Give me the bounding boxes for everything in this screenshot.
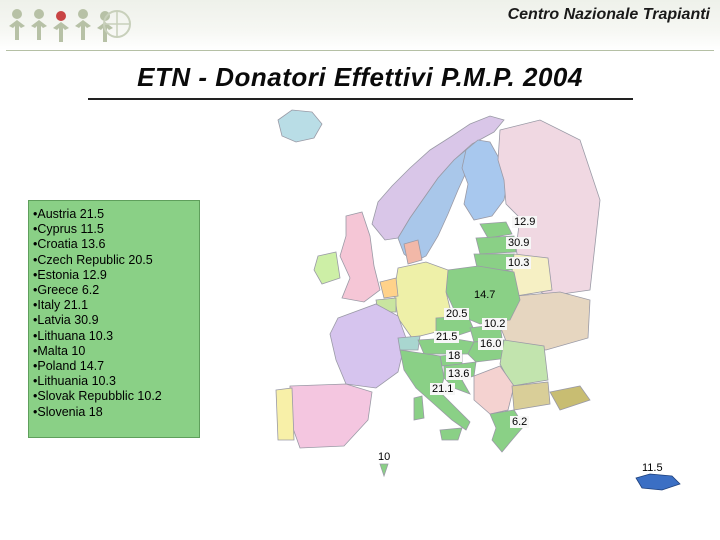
legend-item: •Lithuania 10.3 bbox=[33, 374, 116, 389]
map-label-poland: 14.7 bbox=[474, 289, 496, 301]
map-label-croatia: 13.6 bbox=[446, 368, 472, 380]
malta-region bbox=[379, 463, 389, 478]
ireland-region bbox=[313, 251, 341, 285]
header-divider bbox=[6, 50, 714, 51]
legend-item: •Poland 14.7 bbox=[33, 359, 105, 374]
legend-item: •Lithuana 10.3 bbox=[33, 328, 114, 343]
title-underline bbox=[88, 98, 633, 100]
map-label-estonia: 12.9 bbox=[512, 216, 538, 228]
netherlands-region bbox=[379, 277, 399, 299]
organization-name: Centro Nazionale Trapianti bbox=[507, 6, 710, 23]
france-region bbox=[329, 303, 407, 389]
map-label-slovenia: 18 bbox=[446, 350, 463, 362]
switzerland-region bbox=[397, 335, 421, 351]
uk-region bbox=[339, 211, 381, 303]
map-label-czech: 20.5 bbox=[444, 308, 470, 320]
map-label-lithuania: 10.3 bbox=[506, 257, 532, 269]
sicily-region bbox=[439, 427, 463, 441]
legend-item: •Malta 10 bbox=[33, 343, 86, 358]
legend-item: •Slovak Repubblic 10.2 bbox=[33, 389, 162, 404]
map-label-italy: 21.1 bbox=[430, 383, 456, 395]
sardinia-region bbox=[413, 395, 425, 421]
legend-item: •Slovenia 18 bbox=[33, 404, 103, 419]
map-label-greece: 6.2 bbox=[510, 416, 530, 428]
header-band bbox=[0, 0, 720, 50]
balkans-region bbox=[473, 365, 515, 415]
page-title: ETN - Donatori Effettivi P.M.P. 2004 bbox=[137, 62, 583, 92]
denmark-region bbox=[403, 239, 423, 265]
romania-region bbox=[499, 339, 549, 387]
portugal-region bbox=[275, 387, 295, 441]
legend-item: •Greece 6.2 bbox=[33, 283, 100, 298]
legend-item: •Austria 21.5 bbox=[33, 207, 105, 221]
legend-item: •Italy 21.1 bbox=[33, 298, 89, 313]
legend-item: •Cyprus 11.5 bbox=[33, 222, 104, 237]
logo-people-icon bbox=[9, 9, 131, 42]
legend-item: •Croatia 13.6 bbox=[33, 237, 106, 252]
map-label-slovakia: 10.2 bbox=[482, 318, 508, 330]
map-label-malta: 10 bbox=[378, 451, 391, 463]
estonia-region bbox=[479, 221, 513, 239]
iceland-region bbox=[277, 109, 323, 143]
legend-item: •Latvia 30.9 bbox=[33, 313, 99, 328]
legend-item: •Estonia 12.9 bbox=[33, 267, 107, 282]
cyprus-region bbox=[635, 473, 681, 491]
map-label-latvia: 30.9 bbox=[506, 237, 532, 249]
legend-item: •Czech Republic 20.5 bbox=[33, 252, 153, 267]
spain-region bbox=[289, 383, 373, 449]
map-label-cyprus: 11.5 bbox=[642, 462, 663, 474]
bulgaria-region bbox=[511, 381, 551, 411]
turkey-region bbox=[549, 385, 591, 411]
country-legend: •Austria 21.5 •Cyprus 11.5 •Croatia 13.6… bbox=[28, 200, 200, 438]
map-label-hungary: 16.0 bbox=[478, 338, 504, 350]
finland-region bbox=[461, 139, 509, 221]
map-label-austria: 21.5 bbox=[434, 331, 460, 343]
